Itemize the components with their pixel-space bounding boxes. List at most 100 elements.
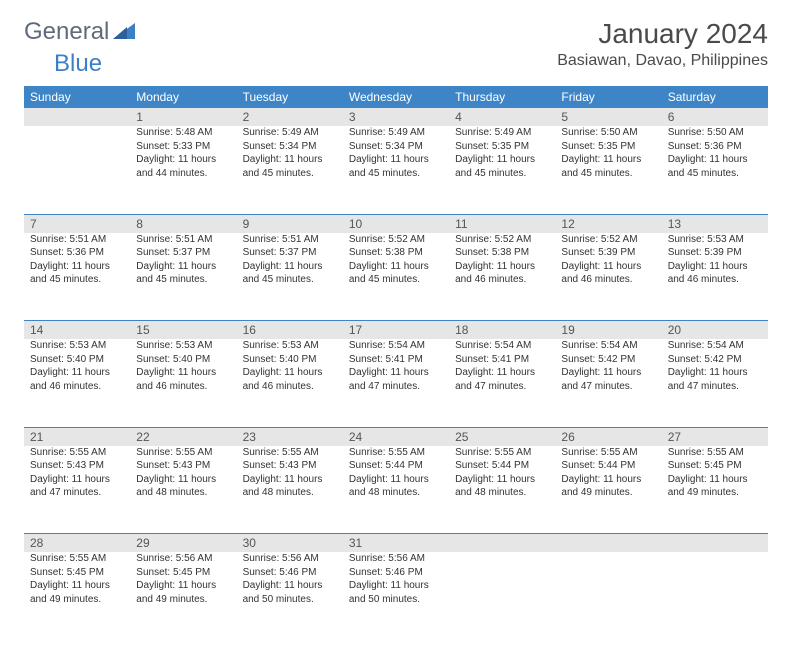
day-details: Sunrise: 5:54 AMSunset: 5:41 PMDaylight:… bbox=[455, 339, 549, 393]
calendar-table: Sunday Monday Tuesday Wednesday Thursday… bbox=[24, 86, 768, 640]
day-cell: Sunrise: 5:50 AMSunset: 5:35 PMDaylight:… bbox=[555, 126, 661, 214]
day-number: 6 bbox=[662, 108, 768, 126]
day-number: 3 bbox=[343, 108, 449, 126]
day-number: 13 bbox=[662, 214, 768, 233]
day-cell bbox=[449, 552, 555, 640]
day-number: 19 bbox=[555, 321, 661, 340]
content-row: Sunrise: 5:55 AMSunset: 5:45 PMDaylight:… bbox=[24, 552, 768, 640]
day-details: Sunrise: 5:52 AMSunset: 5:38 PMDaylight:… bbox=[455, 233, 549, 287]
day-number: 14 bbox=[24, 321, 130, 340]
day-details: Sunrise: 5:55 AMSunset: 5:45 PMDaylight:… bbox=[668, 446, 762, 500]
day-number: 22 bbox=[130, 427, 236, 446]
day-details: Sunrise: 5:51 AMSunset: 5:36 PMDaylight:… bbox=[30, 233, 124, 287]
day-number: 26 bbox=[555, 427, 661, 446]
day-details: Sunrise: 5:55 AMSunset: 5:43 PMDaylight:… bbox=[136, 446, 230, 500]
day-details: Sunrise: 5:50 AMSunset: 5:35 PMDaylight:… bbox=[561, 126, 655, 180]
logo-text-blue: Blue bbox=[54, 50, 102, 78]
day-cell: Sunrise: 5:53 AMSunset: 5:40 PMDaylight:… bbox=[24, 339, 130, 427]
day-cell: Sunrise: 5:54 AMSunset: 5:41 PMDaylight:… bbox=[449, 339, 555, 427]
day-cell: Sunrise: 5:50 AMSunset: 5:36 PMDaylight:… bbox=[662, 126, 768, 214]
day-details: Sunrise: 5:55 AMSunset: 5:44 PMDaylight:… bbox=[349, 446, 443, 500]
day-header: Wednesday bbox=[343, 86, 449, 108]
day-cell bbox=[24, 126, 130, 214]
daynum-row: 78910111213 bbox=[24, 214, 768, 233]
day-details: Sunrise: 5:52 AMSunset: 5:38 PMDaylight:… bbox=[349, 233, 443, 287]
day-details: Sunrise: 5:56 AMSunset: 5:45 PMDaylight:… bbox=[136, 552, 230, 606]
day-number bbox=[24, 108, 130, 126]
day-cell: Sunrise: 5:55 AMSunset: 5:43 PMDaylight:… bbox=[24, 446, 130, 534]
day-details: Sunrise: 5:55 AMSunset: 5:43 PMDaylight:… bbox=[30, 446, 124, 500]
day-number: 28 bbox=[24, 534, 130, 553]
calendar-page: General January 2024 Basiawan, Davao, Ph… bbox=[0, 0, 792, 652]
day-details: Sunrise: 5:49 AMSunset: 5:34 PMDaylight:… bbox=[243, 126, 337, 180]
day-cell: Sunrise: 5:56 AMSunset: 5:46 PMDaylight:… bbox=[237, 552, 343, 640]
day-cell: Sunrise: 5:56 AMSunset: 5:45 PMDaylight:… bbox=[130, 552, 236, 640]
day-details: Sunrise: 5:49 AMSunset: 5:34 PMDaylight:… bbox=[349, 126, 443, 180]
day-number: 27 bbox=[662, 427, 768, 446]
day-header: Tuesday bbox=[237, 86, 343, 108]
day-details: Sunrise: 5:56 AMSunset: 5:46 PMDaylight:… bbox=[349, 552, 443, 606]
day-cell: Sunrise: 5:49 AMSunset: 5:34 PMDaylight:… bbox=[343, 126, 449, 214]
day-cell: Sunrise: 5:52 AMSunset: 5:38 PMDaylight:… bbox=[343, 233, 449, 321]
logo-text-general: General bbox=[24, 18, 109, 46]
day-cell: Sunrise: 5:53 AMSunset: 5:40 PMDaylight:… bbox=[237, 339, 343, 427]
day-number: 20 bbox=[662, 321, 768, 340]
day-number: 24 bbox=[343, 427, 449, 446]
day-number: 23 bbox=[237, 427, 343, 446]
logo: General bbox=[24, 18, 137, 46]
day-details: Sunrise: 5:55 AMSunset: 5:45 PMDaylight:… bbox=[30, 552, 124, 606]
day-details: Sunrise: 5:53 AMSunset: 5:40 PMDaylight:… bbox=[243, 339, 337, 393]
day-number: 11 bbox=[449, 214, 555, 233]
logo-triangle-icon bbox=[113, 18, 135, 46]
day-details: Sunrise: 5:53 AMSunset: 5:40 PMDaylight:… bbox=[136, 339, 230, 393]
day-number: 17 bbox=[343, 321, 449, 340]
day-cell: Sunrise: 5:55 AMSunset: 5:43 PMDaylight:… bbox=[237, 446, 343, 534]
content-row: Sunrise: 5:51 AMSunset: 5:36 PMDaylight:… bbox=[24, 233, 768, 321]
daynum-row: 28293031 bbox=[24, 534, 768, 553]
day-cell: Sunrise: 5:51 AMSunset: 5:36 PMDaylight:… bbox=[24, 233, 130, 321]
day-cell: Sunrise: 5:54 AMSunset: 5:42 PMDaylight:… bbox=[555, 339, 661, 427]
day-header: Thursday bbox=[449, 86, 555, 108]
day-cell: Sunrise: 5:55 AMSunset: 5:45 PMDaylight:… bbox=[662, 446, 768, 534]
day-number: 16 bbox=[237, 321, 343, 340]
day-details: Sunrise: 5:51 AMSunset: 5:37 PMDaylight:… bbox=[136, 233, 230, 287]
day-header: Monday bbox=[130, 86, 236, 108]
day-details: Sunrise: 5:56 AMSunset: 5:46 PMDaylight:… bbox=[243, 552, 337, 606]
day-cell: Sunrise: 5:55 AMSunset: 5:45 PMDaylight:… bbox=[24, 552, 130, 640]
day-cell: Sunrise: 5:53 AMSunset: 5:39 PMDaylight:… bbox=[662, 233, 768, 321]
day-cell: Sunrise: 5:54 AMSunset: 5:41 PMDaylight:… bbox=[343, 339, 449, 427]
day-cell: Sunrise: 5:56 AMSunset: 5:46 PMDaylight:… bbox=[343, 552, 449, 640]
day-cell: Sunrise: 5:48 AMSunset: 5:33 PMDaylight:… bbox=[130, 126, 236, 214]
day-details: Sunrise: 5:55 AMSunset: 5:44 PMDaylight:… bbox=[561, 446, 655, 500]
day-number bbox=[555, 534, 661, 553]
day-number: 30 bbox=[237, 534, 343, 553]
day-header: Friday bbox=[555, 86, 661, 108]
day-cell bbox=[555, 552, 661, 640]
day-cell: Sunrise: 5:55 AMSunset: 5:44 PMDaylight:… bbox=[343, 446, 449, 534]
day-number: 31 bbox=[343, 534, 449, 553]
day-cell: Sunrise: 5:53 AMSunset: 5:40 PMDaylight:… bbox=[130, 339, 236, 427]
day-details: Sunrise: 5:53 AMSunset: 5:39 PMDaylight:… bbox=[668, 233, 762, 287]
day-cell bbox=[662, 552, 768, 640]
day-number: 29 bbox=[130, 534, 236, 553]
day-details: Sunrise: 5:52 AMSunset: 5:39 PMDaylight:… bbox=[561, 233, 655, 287]
calendar-head: Sunday Monday Tuesday Wednesday Thursday… bbox=[24, 86, 768, 108]
day-details: Sunrise: 5:53 AMSunset: 5:40 PMDaylight:… bbox=[30, 339, 124, 393]
day-header: Sunday bbox=[24, 86, 130, 108]
day-number: 25 bbox=[449, 427, 555, 446]
day-details: Sunrise: 5:54 AMSunset: 5:42 PMDaylight:… bbox=[668, 339, 762, 393]
location: Basiawan, Davao, Philippines bbox=[557, 52, 768, 70]
day-cell: Sunrise: 5:52 AMSunset: 5:38 PMDaylight:… bbox=[449, 233, 555, 321]
day-details: Sunrise: 5:54 AMSunset: 5:41 PMDaylight:… bbox=[349, 339, 443, 393]
day-header-row: Sunday Monday Tuesday Wednesday Thursday… bbox=[24, 86, 768, 108]
day-number: 12 bbox=[555, 214, 661, 233]
day-details: Sunrise: 5:49 AMSunset: 5:35 PMDaylight:… bbox=[455, 126, 549, 180]
month-title: January 2024 bbox=[557, 18, 768, 50]
day-number: 10 bbox=[343, 214, 449, 233]
daynum-row: 21222324252627 bbox=[24, 427, 768, 446]
day-details: Sunrise: 5:54 AMSunset: 5:42 PMDaylight:… bbox=[561, 339, 655, 393]
content-row: Sunrise: 5:48 AMSunset: 5:33 PMDaylight:… bbox=[24, 126, 768, 214]
day-cell: Sunrise: 5:52 AMSunset: 5:39 PMDaylight:… bbox=[555, 233, 661, 321]
day-number: 21 bbox=[24, 427, 130, 446]
day-details: Sunrise: 5:51 AMSunset: 5:37 PMDaylight:… bbox=[243, 233, 337, 287]
